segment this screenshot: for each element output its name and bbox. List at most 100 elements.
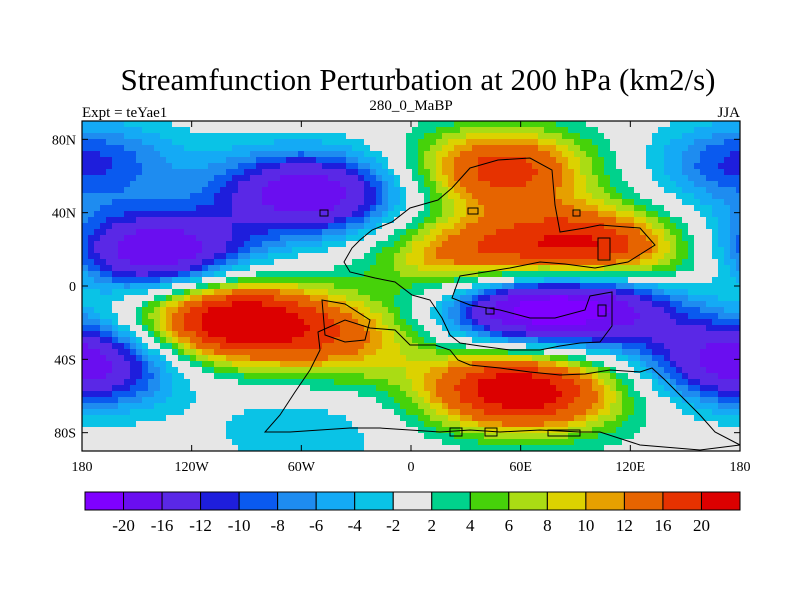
field-cell	[406, 145, 413, 152]
field-cell	[622, 271, 629, 278]
field-cell	[268, 277, 275, 284]
field-cell	[448, 163, 455, 170]
field-cell	[256, 163, 263, 170]
field-cell	[142, 259, 149, 266]
field-cell	[604, 121, 611, 128]
field-cell	[442, 349, 449, 356]
field-cell	[604, 343, 611, 350]
field-cell	[424, 181, 431, 188]
field-cell	[496, 325, 503, 332]
field-cell	[298, 271, 305, 278]
field-cell	[682, 331, 689, 338]
field-cell	[232, 355, 239, 362]
field-cell	[400, 355, 407, 362]
field-cell	[262, 259, 269, 266]
field-cell	[508, 133, 515, 140]
field-cell	[556, 379, 563, 386]
field-cell	[478, 253, 485, 260]
field-cell	[658, 355, 665, 362]
field-cell	[514, 205, 521, 212]
field-cell	[370, 241, 377, 248]
field-cell	[730, 139, 737, 146]
field-cell	[610, 265, 617, 272]
field-cell	[496, 385, 503, 392]
field-cell	[88, 211, 95, 218]
field-cell	[226, 337, 233, 344]
field-cell	[712, 133, 719, 140]
field-cell	[484, 217, 491, 224]
field-cell	[712, 289, 719, 296]
field-cell	[394, 283, 401, 290]
field-cell	[676, 157, 683, 164]
field-cell	[472, 181, 479, 188]
field-cell	[226, 181, 233, 188]
field-cell	[466, 193, 473, 200]
field-cell	[706, 289, 713, 296]
field-cell	[610, 217, 617, 224]
field-cell	[574, 187, 581, 194]
field-cell	[448, 235, 455, 242]
field-cell	[730, 229, 737, 236]
field-cell	[478, 127, 485, 134]
field-cell	[550, 163, 557, 170]
field-cell	[394, 367, 401, 374]
field-cell	[640, 133, 647, 140]
field-cell	[160, 187, 167, 194]
field-cell	[682, 241, 689, 248]
field-cell	[502, 331, 509, 338]
field-cell	[670, 319, 677, 326]
field-cell	[304, 169, 311, 176]
field-cell	[724, 199, 731, 206]
field-cell	[712, 127, 719, 134]
field-cell	[178, 337, 185, 344]
field-cell	[322, 163, 329, 170]
field-cell	[448, 295, 455, 302]
field-cell	[484, 229, 491, 236]
field-cell	[676, 223, 683, 230]
field-cell	[334, 157, 341, 164]
field-cell	[724, 205, 731, 212]
field-cell	[472, 229, 479, 236]
field-cell	[118, 325, 125, 332]
field-cell	[400, 283, 407, 290]
field-cell	[118, 289, 125, 296]
field-cell	[586, 361, 593, 368]
field-cell	[178, 271, 185, 278]
field-cell	[436, 175, 443, 182]
field-cell	[706, 295, 713, 302]
field-cell	[514, 253, 521, 260]
field-cell	[412, 151, 419, 158]
field-cell	[550, 301, 557, 308]
field-cell	[268, 331, 275, 338]
field-cell	[472, 235, 479, 242]
field-cell	[484, 295, 491, 302]
field-cell	[322, 151, 329, 158]
field-cell	[196, 313, 203, 320]
field-cell	[196, 265, 203, 272]
field-cell	[448, 121, 455, 128]
field-cell	[292, 349, 299, 356]
field-cell	[244, 283, 251, 290]
field-cell	[226, 163, 233, 170]
field-cell	[382, 331, 389, 338]
field-cell	[274, 133, 281, 140]
field-cell	[652, 331, 659, 338]
field-cell	[148, 325, 155, 332]
field-cell	[202, 223, 209, 230]
field-cell	[664, 271, 671, 278]
field-cell	[550, 139, 557, 146]
field-cell	[196, 331, 203, 338]
field-cell	[130, 379, 137, 386]
field-cell	[322, 289, 329, 296]
field-cell	[460, 313, 467, 320]
field-cell	[304, 133, 311, 140]
field-cell	[244, 133, 251, 140]
field-cell	[190, 163, 197, 170]
field-cell	[232, 319, 239, 326]
field-cell	[676, 301, 683, 308]
field-cell	[406, 325, 413, 332]
field-cell	[124, 289, 131, 296]
field-cell	[502, 325, 509, 332]
field-cell	[598, 367, 605, 374]
field-cell	[238, 361, 245, 368]
